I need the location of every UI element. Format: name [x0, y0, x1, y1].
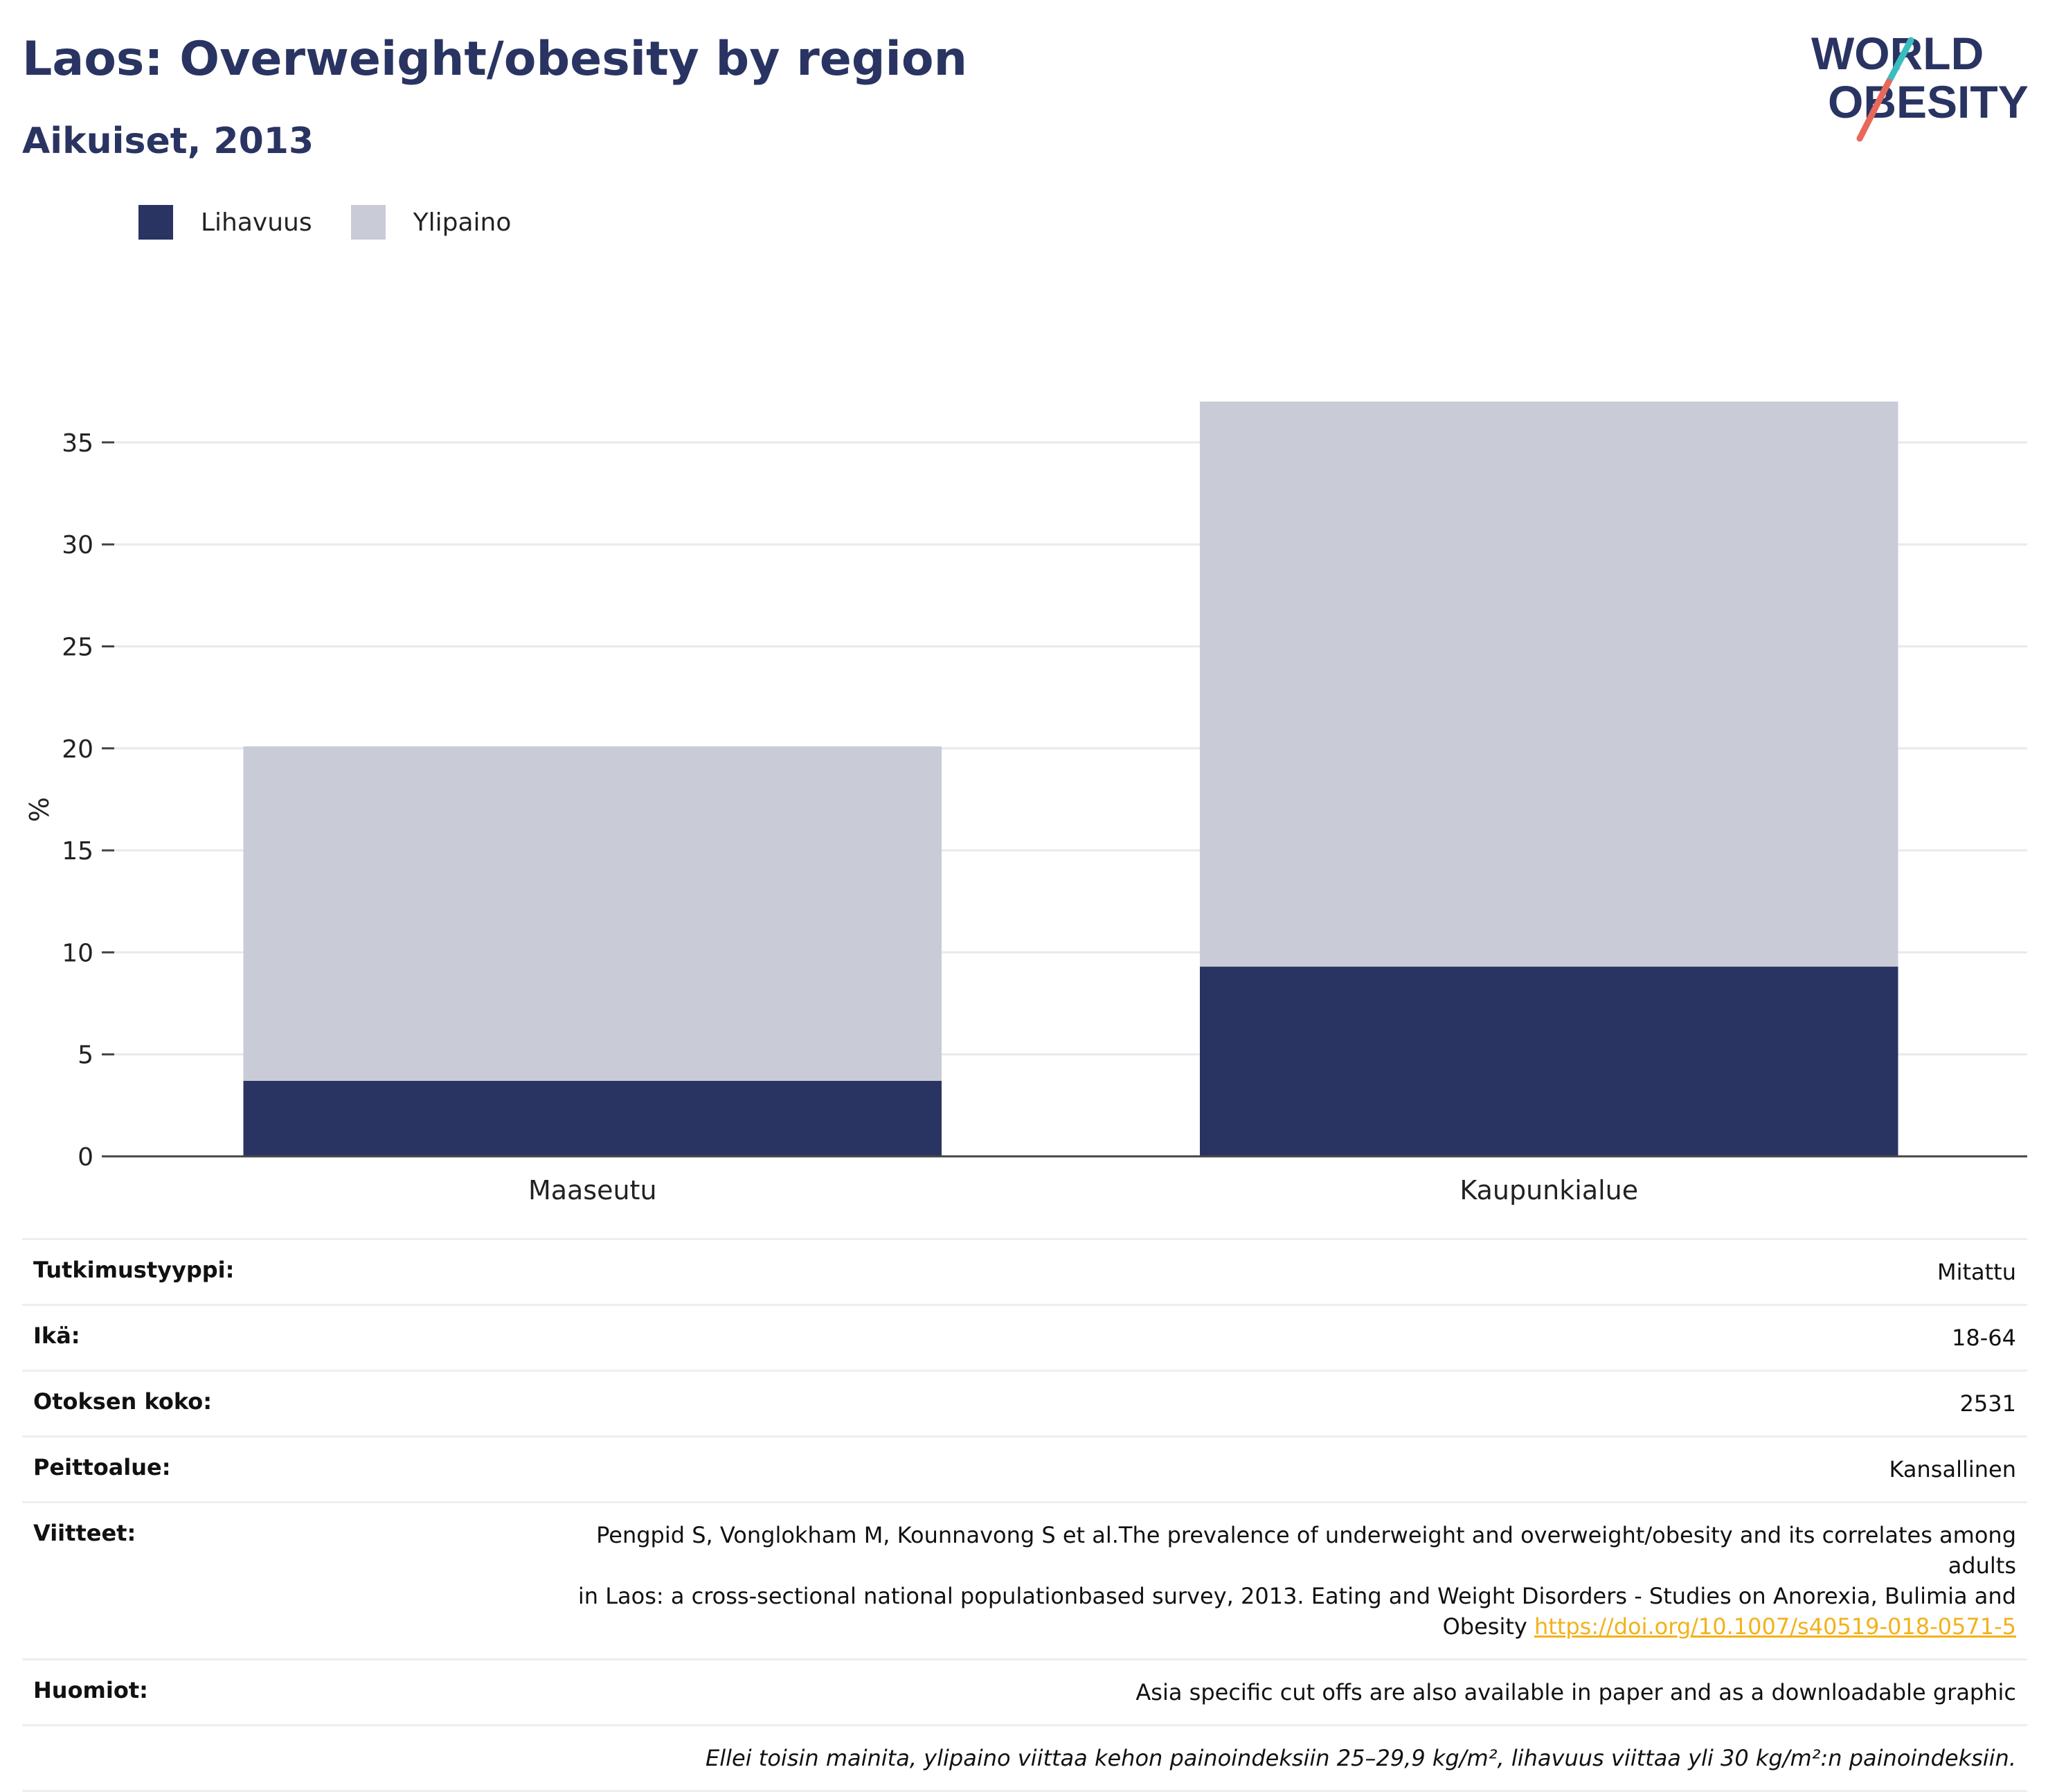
y-tick-label: 0: [78, 1143, 93, 1172]
chart-subtitle: Aikuiset, 2013: [22, 120, 314, 162]
reference-line-3: Obesity: [1442, 1613, 1527, 1640]
logo-slash-teal: [1885, 37, 1914, 85]
legend-item-obesity[interactable]: Lihavuus: [138, 205, 312, 240]
info-value: 18-64: [529, 1304, 2027, 1371]
logo-text-obesity: OBESITY: [1828, 76, 2029, 127]
bar-obesity-urban: [1200, 967, 1898, 1156]
y-tick-label: 30: [62, 531, 93, 559]
chart-title: Laos: Overweight/obesity by region: [22, 32, 967, 87]
info-value: Asia specific cut offs are also availabl…: [529, 1658, 2027, 1726]
info-row-footnote: Ellei toisin mainita, ylipaino viittaa k…: [22, 1724, 2027, 1792]
legend-label-overweight: Ylipaino: [413, 208, 512, 237]
info-value: Mitattu: [529, 1238, 2027, 1305]
reference-doi-link[interactable]: https://doi.org/10.1007/s40519-018-0571-…: [1534, 1613, 2016, 1640]
info-value: 2531: [529, 1370, 2027, 1437]
info-row-study-type: Tutkimustyyppi: Mitattu: [22, 1238, 2027, 1305]
bar-chart: 0 5 10 15 20 25 30 35% Maaseutu Kaupunkialue: [24, 402, 2027, 1206]
legend-swatch-obesity: [138, 205, 173, 240]
bar-obesity-rural: [243, 1081, 942, 1156]
info-label-empty: [22, 1724, 529, 1792]
info-label: Peittoalue:: [22, 1435, 529, 1503]
legend-item-overweight[interactable]: Ylipaino: [350, 205, 512, 240]
y-tick-label: 10: [62, 939, 93, 967]
footnote-text: Ellei toisin mainita, ylipaino viittaa k…: [529, 1724, 2027, 1792]
reference-line-2: in Laos: a cross-sectional national popu…: [577, 1583, 2016, 1609]
info-value: Kansallinen: [529, 1435, 2027, 1503]
y-tick-label: 15: [62, 837, 93, 866]
info-label: Otoksen koko:: [22, 1370, 529, 1437]
info-row-sample-size: Otoksen koko: 2531: [22, 1370, 2027, 1437]
info-row-notes: Huomiot: Asia specific cut offs are also…: [22, 1658, 2027, 1726]
y-tick-label: 5: [78, 1041, 93, 1070]
logo-slash-red: [1856, 78, 1892, 142]
y-tick-label: 35: [62, 429, 93, 458]
info-row-coverage: Peittoalue: Kansallinen: [22, 1435, 2027, 1503]
info-label: Viitteet:: [22, 1501, 529, 1660]
info-label: Tutkimustyyppi:: [22, 1238, 529, 1305]
study-info-table: Tutkimustyyppi: Mitattu Ikä: 18-64 Otoks…: [22, 1238, 2027, 1792]
info-label: Huomiot:: [22, 1658, 529, 1726]
y-axis-label: %: [24, 797, 55, 822]
legend-label-obesity: Lihavuus: [201, 208, 312, 237]
bar-overweight-urban: [1200, 402, 1898, 967]
y-tick-label: 20: [62, 735, 93, 764]
reference-line-1: Pengpid S, Vonglokham M, Kounnavong S et…: [596, 1522, 2016, 1579]
y-tick-label: 25: [62, 634, 93, 662]
info-row-age: Ikä: 18-64: [22, 1304, 2027, 1371]
x-tick-label: Kaupunkialue: [1459, 1175, 1638, 1206]
world-obesity-logo: WORLD OBESITY: [1811, 28, 2029, 142]
bar-overweight-rural: [243, 746, 942, 1081]
info-row-references: Viitteet: Pengpid S, Vonglokham M, Kounn…: [22, 1501, 2027, 1660]
chart-legend: Lihavuus Ylipaino: [138, 205, 550, 240]
info-label: Ikä:: [22, 1304, 529, 1371]
legend-swatch-overweight: [350, 205, 386, 240]
x-tick-label: Maaseutu: [528, 1175, 657, 1206]
reference-text: Pengpid S, Vonglokham M, Kounnavong S et…: [529, 1501, 2027, 1660]
